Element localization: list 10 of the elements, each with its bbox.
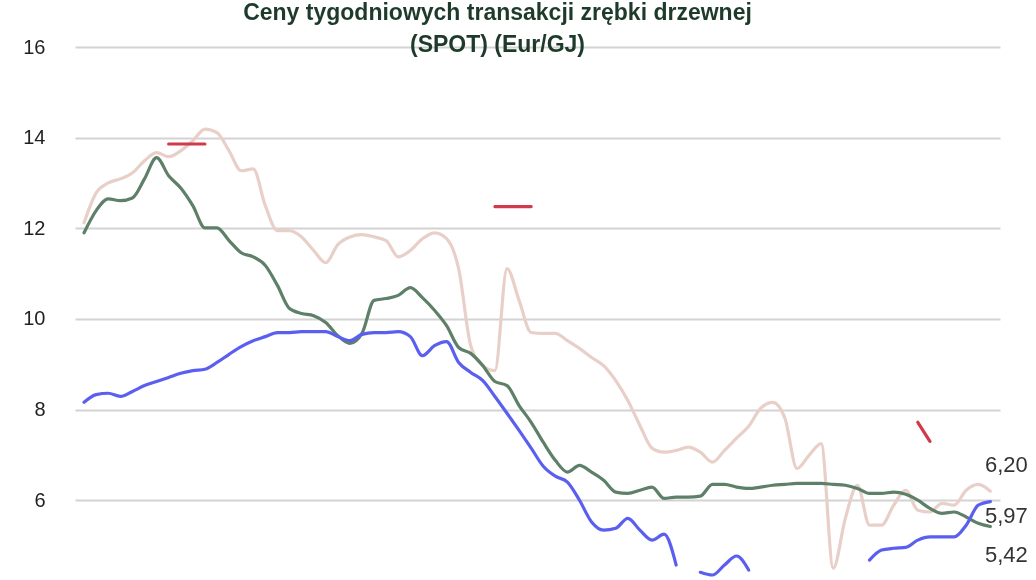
data-label: 5,42 [984, 541, 1028, 567]
y-tick-label: 10 [23, 307, 46, 330]
data-label: 5,97 [984, 502, 1028, 528]
y-tick-label: 6 [34, 488, 46, 511]
y-tick-label: 14 [23, 126, 46, 149]
data-label: 6,20 [984, 452, 1028, 478]
y-tick-label: 16 [23, 35, 46, 58]
y-tick-label: 8 [34, 398, 46, 421]
y-tick-label: 12 [23, 216, 46, 239]
chart-title: Ceny tygodniowych transakcji zrębki drzewnej (SPOT) (Eur/GJ) [243, 0, 752, 57]
